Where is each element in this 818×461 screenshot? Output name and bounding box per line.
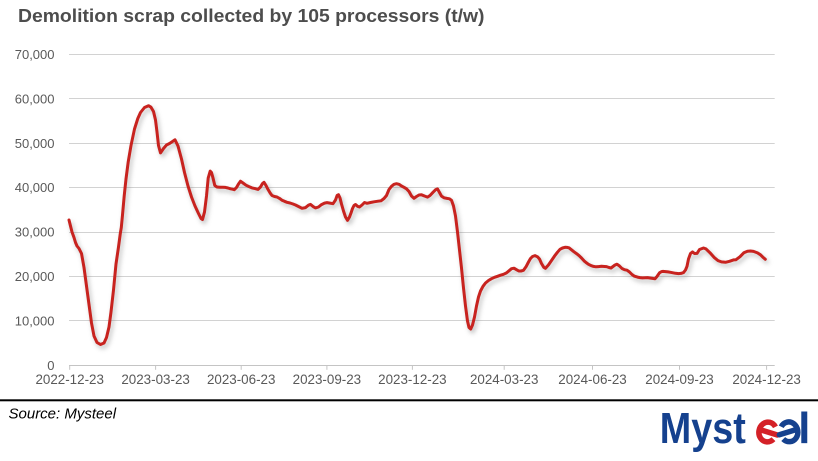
svg-text:2024-03-23: 2024-03-23 bbox=[470, 371, 539, 387]
svg-text:Source: Mysteel: Source: Mysteel bbox=[9, 405, 117, 422]
svg-text:2023-06-23: 2023-06-23 bbox=[207, 371, 276, 387]
svg-text:0: 0 bbox=[47, 358, 54, 373]
svg-text:2024-06-23: 2024-06-23 bbox=[558, 371, 627, 387]
svg-text:Demolition scrap collected by: Demolition scrap collected by 105 proces… bbox=[18, 6, 485, 26]
svg-text:10,000: 10,000 bbox=[15, 313, 55, 328]
svg-text:2024-09-23: 2024-09-23 bbox=[645, 371, 714, 387]
svg-text:2024-12-23: 2024-12-23 bbox=[732, 371, 801, 387]
svg-text:2023-03-23: 2023-03-23 bbox=[121, 371, 190, 387]
svg-text:60,000: 60,000 bbox=[15, 91, 55, 106]
svg-text:30,000: 30,000 bbox=[15, 225, 55, 240]
svg-text:50,000: 50,000 bbox=[15, 136, 55, 151]
svg-text:40,000: 40,000 bbox=[15, 180, 55, 195]
svg-text:2023-12-23: 2023-12-23 bbox=[378, 371, 447, 387]
svg-text:2023-09-23: 2023-09-23 bbox=[293, 371, 362, 387]
svg-text:20,000: 20,000 bbox=[15, 269, 55, 284]
svg-text:2022-12-23: 2022-12-23 bbox=[35, 371, 104, 387]
svg-text:70,000: 70,000 bbox=[15, 47, 55, 62]
svg-text:l: l bbox=[798, 405, 810, 453]
svg-text:Myst: Myst bbox=[660, 405, 746, 453]
